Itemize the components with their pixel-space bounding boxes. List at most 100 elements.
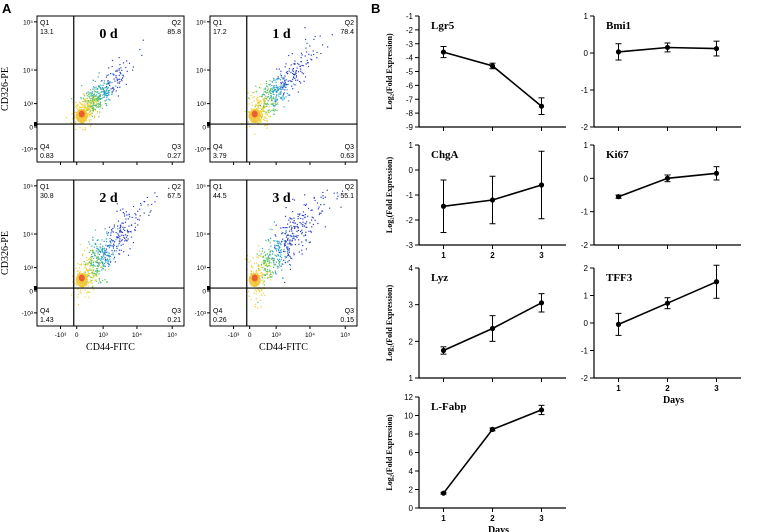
cell-dot: [258, 245, 260, 247]
cell-dot: [265, 98, 267, 100]
cell-dot: [280, 82, 282, 84]
cell-dot: [98, 104, 100, 106]
cell-dot: [85, 262, 87, 264]
cell-dot: [295, 225, 297, 227]
cell-dot: [92, 97, 94, 99]
cell-dot: [261, 274, 263, 276]
data-point: [538, 182, 545, 188]
cell-dot: [285, 86, 287, 88]
cell-dot: [75, 106, 77, 108]
cell-dot: [101, 239, 103, 241]
cell-dot: [93, 275, 95, 277]
cell-dot: [280, 79, 282, 81]
cell-dot: [98, 85, 100, 87]
cell-dot: [272, 261, 275, 263]
cell-dot: [89, 265, 91, 267]
cell-dot: [264, 87, 266, 89]
cell-dot: [285, 236, 288, 238]
chart-title: L-Fabp: [431, 401, 466, 413]
cell-dot: [87, 114, 89, 117]
cell-dot: [92, 288, 95, 290]
cell-dot: [122, 212, 124, 214]
cell-dot: [294, 60, 296, 62]
cell-dot: [261, 290, 263, 292]
cell-dot: [260, 115, 262, 117]
cell-dot: [93, 99, 95, 101]
quadrant-name: Q2: [345, 184, 354, 191]
cell-dot: [105, 238, 107, 240]
cell-dot: [290, 257, 292, 259]
cell-dot: [118, 74, 120, 76]
cell-dot: [89, 116, 91, 118]
cell-dot: [141, 54, 143, 56]
cell-dot: [94, 253, 96, 255]
cell-dot: [90, 272, 92, 274]
data-point: [713, 45, 720, 52]
cell-dot: [244, 258, 246, 260]
cell-dot: [106, 86, 108, 88]
cell-dot: [265, 105, 268, 107]
cell-dot: [282, 81, 284, 83]
cell-dot: [283, 243, 286, 245]
cell-dot: [260, 119, 262, 121]
cell-dot: [117, 233, 119, 235]
cell-dot: [102, 84, 104, 86]
cell-dot: [104, 265, 106, 268]
cell-dot: [274, 254, 276, 256]
cell-dot: [112, 254, 114, 256]
cell-dot: [101, 249, 103, 251]
cell-dot: [288, 54, 290, 57]
cell-dot: [265, 92, 267, 94]
cell-dot: [89, 279, 91, 281]
cell-dot: [109, 244, 111, 246]
y-tick-label: 10⁴: [23, 68, 33, 75]
cell-dot: [278, 262, 280, 264]
cell-dot: [283, 97, 285, 99]
cell-dot: [254, 289, 256, 291]
cell-dot: [127, 231, 129, 233]
cell-dot: [105, 261, 107, 263]
cell-dot: [310, 209, 312, 211]
cell-dot: [261, 114, 263, 116]
cell-dot: [108, 82, 110, 84]
cell-dot: [109, 260, 111, 262]
cell-dot: [293, 217, 295, 219]
cell-dot: [262, 93, 264, 96]
cell-dot: [92, 255, 94, 258]
cell-dot: [87, 91, 89, 93]
cell-dot: [94, 255, 96, 257]
cell-dot: [91, 272, 93, 274]
cell-dot: [260, 253, 262, 255]
cell-dot: [84, 99, 86, 101]
cell-dot: [154, 192, 156, 194]
cell-dot: [96, 268, 98, 270]
cell-dot: [267, 88, 269, 90]
cell-dot: [296, 230, 298, 232]
cell-dot: [96, 260, 98, 262]
cell-dot: [286, 89, 288, 91]
cell-dot: [101, 256, 103, 258]
cell-dot: [93, 108, 95, 111]
cell-dot: [111, 65, 113, 68]
cell-dot: [94, 95, 96, 97]
cell-dot: [120, 240, 122, 242]
quadrant-percent: 78.4: [340, 29, 354, 36]
cell-dot: [277, 241, 279, 243]
cell-dot: [301, 229, 303, 231]
cell-dot: [250, 273, 252, 275]
cell-dot: [292, 88, 294, 90]
y-tick-label: -7: [406, 95, 414, 104]
cell-dot: [336, 198, 338, 200]
cell-dot: [263, 281, 265, 283]
panel-a-label: A: [2, 1, 12, 16]
cell-dot: [102, 91, 104, 93]
cell-dot: [292, 211, 294, 213]
cell-dot: [112, 227, 114, 230]
cell-dot: [110, 242, 112, 244]
cell-dot: [85, 285, 87, 287]
cell-dot: [270, 276, 272, 278]
cell-dot: [97, 102, 99, 104]
cell-dot: [266, 262, 268, 264]
data-point: [615, 49, 622, 55]
